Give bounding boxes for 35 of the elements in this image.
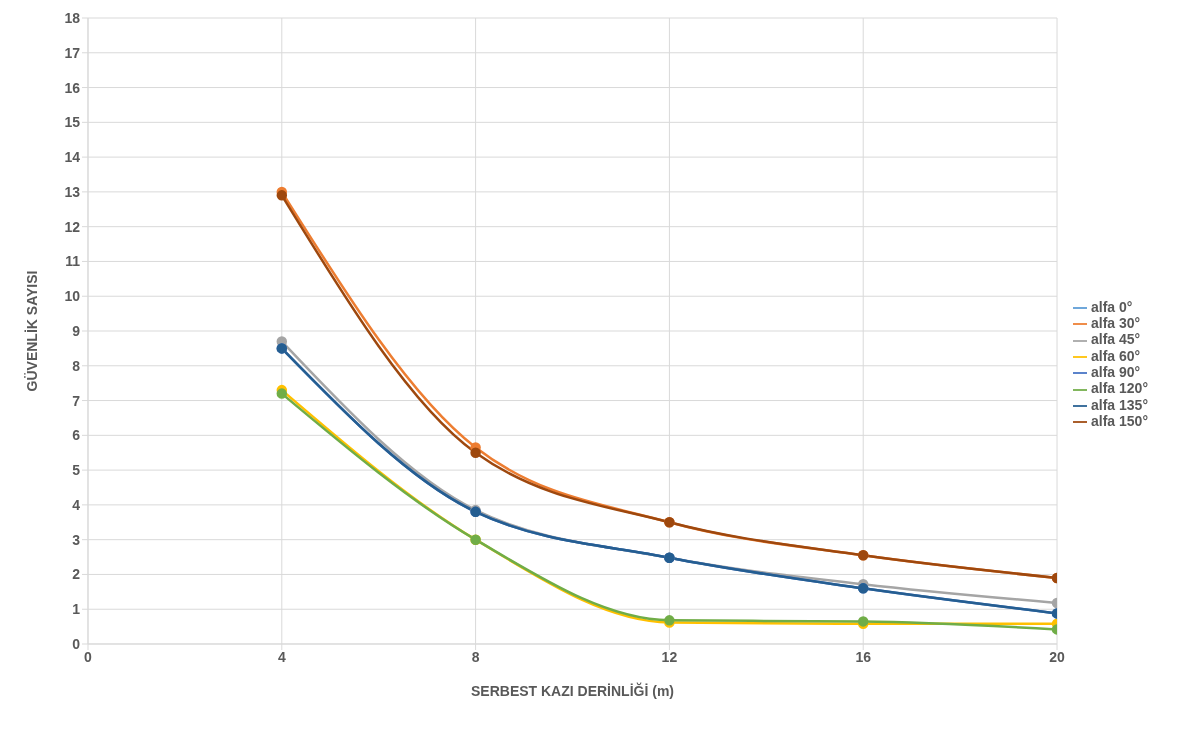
- y-tick-label: 1: [72, 601, 81, 618]
- y-tick-label: 15: [64, 114, 81, 131]
- legend-label: alfa 150°: [1091, 412, 1148, 429]
- y-tick-label: 11: [65, 253, 81, 270]
- legend-label: alfa 0°: [1091, 298, 1133, 315]
- y-tick-label: 13: [64, 183, 81, 200]
- y-tick-label: 16: [64, 79, 81, 96]
- y-tick-label: 12: [64, 218, 81, 235]
- x-tick-label: 4: [277, 648, 286, 665]
- y-tick-label: 10: [64, 288, 81, 305]
- y-tick-label: 6: [72, 427, 81, 444]
- x-tick-label: 0: [84, 648, 93, 665]
- y-tick-label: 4: [72, 496, 81, 513]
- legend-label: alfa 120°: [1091, 380, 1148, 397]
- legend-label: alfa 45°: [1091, 331, 1141, 348]
- y-tick-label: 9: [72, 322, 81, 339]
- y-tick-label: 14: [64, 149, 81, 166]
- y-tick-label: 3: [72, 531, 81, 548]
- y-tick-label: 18: [64, 9, 81, 26]
- y-tick-label: 5: [72, 462, 81, 479]
- x-axis-title: SERBEST KAZI DERİNLİĞİ (m): [471, 682, 675, 699]
- x-tick-label: 8: [471, 648, 480, 665]
- x-tick-label: 16: [855, 648, 872, 665]
- legend-label: alfa 30°: [1091, 315, 1141, 332]
- legend-label: alfa 135°: [1091, 396, 1148, 413]
- y-axis-title: GÜVENLİK SAYISI: [23, 270, 40, 392]
- y-tick-label: 8: [72, 357, 81, 374]
- x-tick-label: 20: [1049, 648, 1066, 665]
- y-tick-label: 2: [72, 566, 81, 583]
- legend-label: alfa 90°: [1091, 364, 1141, 380]
- x-tick-label: 12: [661, 648, 678, 665]
- y-tick-label: 0: [72, 635, 81, 652]
- y-tick-label: 7: [72, 392, 81, 409]
- legend-label: alfa 60°: [1091, 347, 1141, 364]
- y-tick-label: 17: [64, 44, 81, 61]
